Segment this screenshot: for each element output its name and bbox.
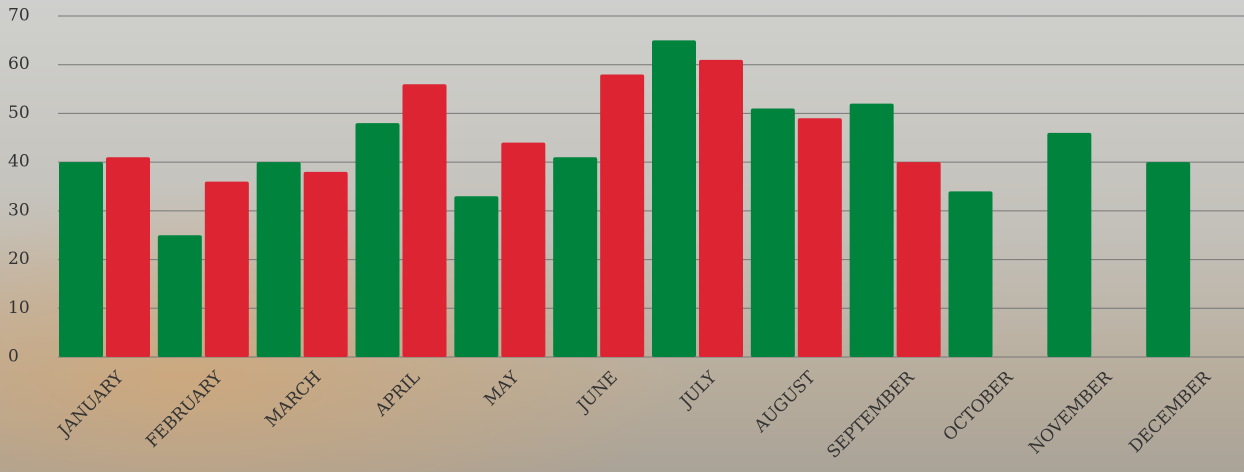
bar (157, 235, 202, 357)
y-tick-label: 20 (8, 249, 30, 269)
bar (59, 162, 103, 357)
y-tick-label: 40 (8, 152, 30, 172)
bar (750, 108, 795, 357)
bar (303, 171, 348, 357)
bar (600, 74, 645, 357)
y-tick-label: 0 (8, 347, 19, 367)
y-tick-label: 70 (8, 6, 30, 26)
bar (1047, 132, 1092, 357)
bar (699, 59, 743, 357)
bar (454, 196, 499, 357)
y-tick-label: 10 (8, 298, 30, 318)
bar (797, 118, 842, 357)
bar (256, 162, 301, 357)
y-tick-label: 30 (8, 200, 30, 220)
bar (553, 157, 598, 357)
bar (1146, 162, 1191, 357)
bar (652, 40, 696, 357)
bar (402, 84, 447, 357)
y-tick-label: 50 (8, 103, 30, 123)
y-tick-label: 60 (8, 54, 30, 74)
bar (896, 162, 941, 357)
bar (501, 142, 546, 357)
bar (948, 191, 993, 357)
bar (106, 157, 150, 357)
bar (849, 103, 894, 357)
bar (204, 181, 249, 357)
bar (355, 123, 400, 358)
